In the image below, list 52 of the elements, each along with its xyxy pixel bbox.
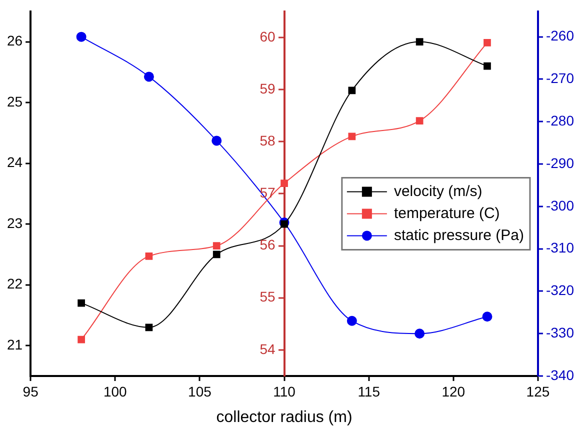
- point: [348, 86, 356, 94]
- y2-tick-label: 55: [260, 288, 276, 305]
- x-tick-label: 95: [22, 383, 39, 400]
- point: [482, 312, 492, 322]
- point: [145, 252, 153, 260]
- point: [144, 72, 154, 82]
- point: [484, 62, 491, 70]
- x-tick-label: 115: [358, 383, 380, 400]
- y2-tick-label: 58: [260, 132, 276, 148]
- x-axis-title: collector radius (m): [216, 408, 352, 426]
- legend-label: static pressure (Pa): [394, 226, 524, 244]
- point: [280, 180, 288, 187]
- x-tick-label: 120: [442, 383, 466, 400]
- y3-tick-label: -280: [546, 112, 574, 128]
- y2-tick-label: 54: [260, 340, 276, 357]
- y3-tick-label: -340: [546, 366, 574, 383]
- point: [212, 250, 220, 258]
- x-tick-label: 125: [526, 383, 550, 400]
- point: [280, 220, 288, 228]
- y3-tick-label: -330: [546, 324, 574, 340]
- y-tick-label: 25: [6, 93, 23, 110]
- point: [78, 336, 85, 344]
- legend-label: velocity (m/s): [394, 182, 482, 200]
- y2-tick-label: 59: [260, 80, 276, 96]
- point: [145, 324, 153, 332]
- y2-tick-label: 60: [260, 28, 276, 44]
- x-tick-label: 110: [273, 383, 296, 400]
- point: [416, 38, 424, 46]
- point: [212, 242, 220, 250]
- point: [484, 38, 491, 46]
- point: [348, 132, 356, 140]
- x-tick-label: 105: [188, 383, 212, 400]
- point: [78, 299, 85, 307]
- point: [414, 328, 425, 339]
- legend-label: temperature (C): [394, 204, 500, 222]
- y3-tick-label: -320: [546, 282, 574, 298]
- y3-tick-label: -290: [546, 154, 574, 171]
- point: [212, 136, 222, 146]
- y-tick-label: 23: [6, 214, 23, 231]
- y-tick-label: 24: [6, 154, 23, 170]
- point: [346, 316, 357, 326]
- y3-tick-label: -270: [546, 70, 574, 86]
- y2-tick-label: 56: [260, 236, 276, 253]
- y-tick-label: 22: [6, 276, 23, 292]
- y3-tick-label: -260: [546, 28, 574, 44]
- point: [416, 117, 424, 124]
- point: [76, 32, 86, 42]
- y3-tick-label: -310: [546, 240, 574, 256]
- y-tick-label: 21: [6, 336, 23, 352]
- y-tick-label: 26: [6, 32, 23, 49]
- y3-tick-label: -300: [546, 197, 574, 214]
- x-tick-label: 100: [103, 383, 128, 400]
